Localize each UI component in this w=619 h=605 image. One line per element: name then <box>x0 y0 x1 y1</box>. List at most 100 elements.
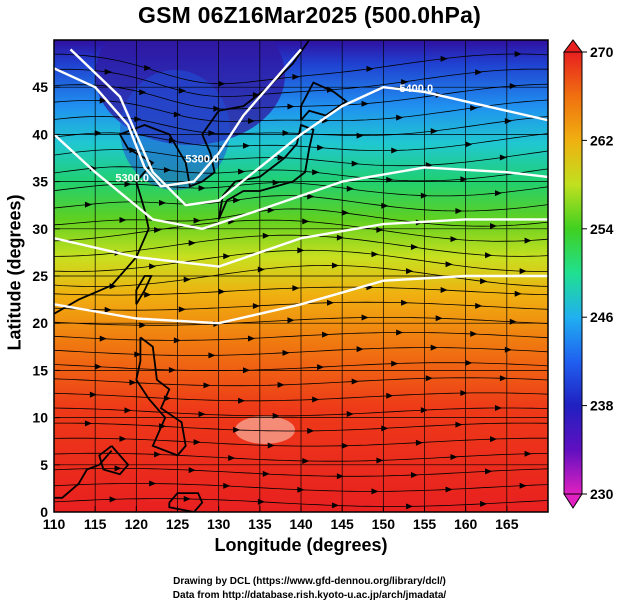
streamline-arrow <box>386 392 394 399</box>
streamline-arrow <box>124 407 132 414</box>
grid-lines <box>54 40 548 512</box>
streamline-arrow <box>445 261 453 268</box>
streamline-arrow <box>514 50 522 57</box>
streamline-arrow <box>302 457 310 464</box>
streamline-arrow <box>386 176 394 183</box>
streamline-arrow <box>282 349 290 356</box>
streamline-arrow <box>376 457 384 464</box>
streamline-arrow <box>401 299 409 306</box>
streamline-arrow <box>475 302 483 309</box>
streamline-arrow <box>410 472 418 479</box>
streamline-arrow <box>277 154 285 161</box>
contour-labels: 5300.0 5400.0 5300.0 <box>115 83 433 185</box>
streamline-arrow <box>277 381 285 388</box>
streamline-arrow <box>331 502 339 509</box>
streamline <box>54 468 548 477</box>
colorbar-tick-label: 246 <box>590 309 614 325</box>
contour-5300.0 <box>54 48 302 188</box>
x-tick-label: 165 <box>495 516 519 532</box>
streamline-arrow <box>312 169 320 176</box>
streamline-arrow <box>99 335 107 342</box>
streamline-arrow <box>94 363 102 370</box>
streamline-arrow <box>465 141 473 148</box>
x-tick-label: 125 <box>166 516 190 532</box>
colorbar-tick-label: 254 <box>590 221 614 237</box>
contour-label: 5300.0 <box>115 173 149 185</box>
streamline-arrow <box>208 352 216 359</box>
contour-label: 5400.0 <box>399 83 433 95</box>
streamline-arrow <box>282 129 290 136</box>
streamline-arrow <box>173 111 181 118</box>
colorbar-tick-label: 270 <box>590 44 614 60</box>
streamline-arrow <box>445 486 453 493</box>
coastline <box>168 492 204 512</box>
streamline-arrow <box>509 318 517 325</box>
streamline-arrow <box>490 223 498 230</box>
streamline-arrow <box>223 253 231 260</box>
streamline-arrow <box>159 199 167 206</box>
streamline-arrow <box>346 410 354 417</box>
coastline <box>135 275 153 305</box>
streamline-arrow <box>262 470 270 477</box>
streamline-arrow <box>381 425 389 432</box>
streamline-arrow <box>480 500 488 507</box>
streamline <box>54 219 548 242</box>
streamline-arrow <box>238 397 246 404</box>
x-axis: 110 115 120 125 130 135 140 145 150 155 160 165 <box>43 506 519 532</box>
streamline-arrow <box>450 454 458 461</box>
streamline <box>54 53 548 85</box>
x-tick-label: 160 <box>454 516 478 532</box>
streamline-arrow <box>356 132 364 139</box>
streamline-arrow <box>104 68 112 75</box>
coastline <box>300 81 348 121</box>
streamline-arrow <box>396 114 404 121</box>
streamline <box>54 68 548 98</box>
streamline-arrow <box>84 420 92 427</box>
streamline-arrow <box>154 227 162 234</box>
streamline-arrow <box>341 442 349 449</box>
contour-label: 5300.0 <box>185 154 219 166</box>
colorbar-scale <box>563 51 583 495</box>
streamline-arrow <box>351 160 359 167</box>
streamline-arrow <box>129 379 137 386</box>
streamline-arrow <box>208 130 216 137</box>
streamline-arrow <box>435 315 443 322</box>
x-tick-label: 120 <box>125 516 149 532</box>
streamline-arrow <box>430 344 438 351</box>
streamline-arrow <box>326 299 334 306</box>
streamline-arrow <box>228 455 236 462</box>
y-tick-label: 5 <box>40 457 48 473</box>
streamline-arrow <box>381 202 389 209</box>
x-axis-label: Longitude (degrees) <box>214 535 388 555</box>
streamline-arrow <box>396 329 404 336</box>
streamline-arrow <box>499 375 507 382</box>
streamline-arrow <box>410 244 418 251</box>
streamline-arrow <box>401 78 409 85</box>
streamline-arrow <box>504 346 512 353</box>
streamline-arrow <box>144 65 152 72</box>
streamline <box>54 317 548 326</box>
streamline-arrow <box>356 346 364 353</box>
y-tick-label: 20 <box>32 315 48 331</box>
streamline-arrow <box>173 337 181 344</box>
coastlines <box>54 40 348 512</box>
streamline-arrow <box>519 482 527 489</box>
y-tick-label: 40 <box>32 126 48 142</box>
streamline-arrow <box>109 496 117 503</box>
colorbar-top-arrow <box>563 39 583 53</box>
streamline-arrow <box>317 364 325 371</box>
streamline-arrow <box>129 147 137 154</box>
streamline-arrow <box>218 80 226 87</box>
streamline-arrow <box>450 236 458 243</box>
streamline-arrow <box>425 375 433 382</box>
streamline-arrow <box>139 322 147 329</box>
streamline-arrow <box>287 103 295 110</box>
y-tick-label: 15 <box>32 362 48 378</box>
streamline-arrow <box>252 302 260 309</box>
streamline-arrow <box>317 144 325 151</box>
colorbar-bottom-arrow <box>563 493 583 509</box>
streamline-arrow <box>94 130 102 137</box>
streamline <box>54 149 548 167</box>
streamline-arrow <box>322 331 330 338</box>
streamline-arrow <box>272 179 280 186</box>
